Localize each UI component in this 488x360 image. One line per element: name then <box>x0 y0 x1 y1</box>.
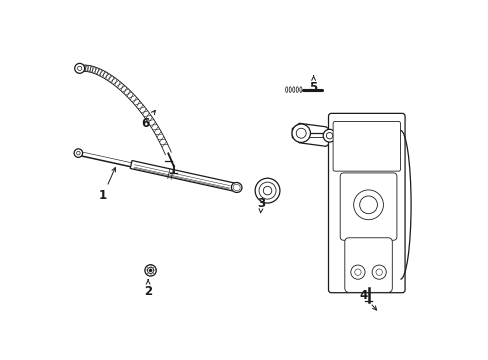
Ellipse shape <box>299 87 301 93</box>
Circle shape <box>74 149 82 157</box>
Ellipse shape <box>296 87 298 93</box>
Circle shape <box>353 190 383 220</box>
Circle shape <box>354 269 360 275</box>
Circle shape <box>75 63 84 73</box>
Text: 2: 2 <box>144 280 152 298</box>
Polygon shape <box>83 65 171 155</box>
Ellipse shape <box>285 87 287 93</box>
Circle shape <box>144 265 156 276</box>
Ellipse shape <box>292 87 294 93</box>
Polygon shape <box>292 123 332 146</box>
FancyBboxPatch shape <box>344 238 391 292</box>
Circle shape <box>350 265 364 279</box>
Circle shape <box>263 186 271 195</box>
Circle shape <box>323 129 335 142</box>
Ellipse shape <box>233 184 240 191</box>
Circle shape <box>291 124 310 143</box>
Text: 4: 4 <box>358 289 376 310</box>
Circle shape <box>149 269 152 272</box>
Text: 5: 5 <box>309 76 317 94</box>
Text: 3: 3 <box>257 197 265 213</box>
FancyBboxPatch shape <box>328 113 404 293</box>
Text: 1: 1 <box>99 168 115 202</box>
Ellipse shape <box>288 87 291 93</box>
Circle shape <box>296 128 305 138</box>
Text: 6: 6 <box>141 111 155 130</box>
FancyBboxPatch shape <box>340 173 396 240</box>
Circle shape <box>255 178 279 203</box>
Circle shape <box>371 265 386 279</box>
Circle shape <box>359 196 377 214</box>
FancyBboxPatch shape <box>332 122 400 171</box>
Ellipse shape <box>231 183 242 193</box>
Circle shape <box>78 66 81 71</box>
Circle shape <box>325 132 332 139</box>
Circle shape <box>147 267 153 274</box>
Circle shape <box>375 269 382 275</box>
Polygon shape <box>130 161 234 191</box>
Circle shape <box>77 151 80 155</box>
